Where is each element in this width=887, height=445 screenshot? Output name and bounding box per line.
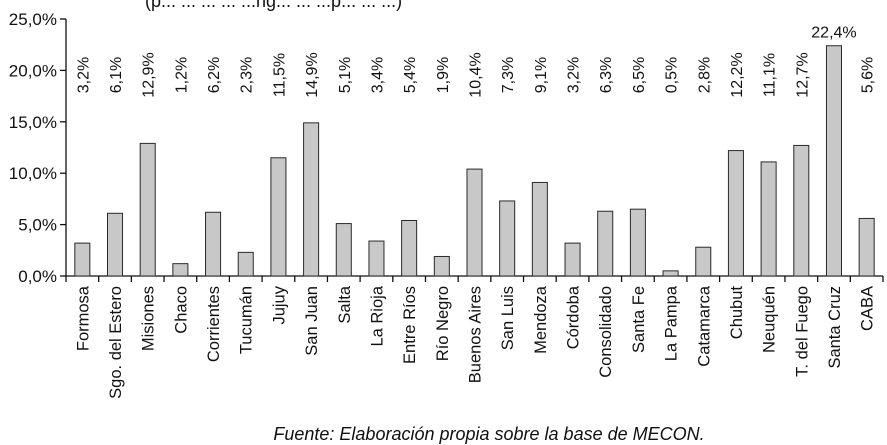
data-label: 5,4% [402,57,419,93]
category-label: Neuquén [761,286,779,353]
data-label: 1,9% [435,57,452,93]
data-label: 3,2% [75,57,92,93]
bar [793,144,810,277]
category-label: Mendoza [532,285,550,354]
bar [466,168,483,277]
bar [368,240,385,277]
y-tick-label: 10,0% [9,164,57,183]
bar [270,157,287,277]
bar [629,208,646,277]
data-label: 6,3% [598,57,615,93]
source-note: Fuente: Elaboración propia sobre la base… [273,424,704,444]
bar [433,255,450,277]
bar [139,142,156,277]
bar [760,161,777,277]
category-label: Formosa [74,285,92,351]
category-label: Entre Ríos [401,286,419,364]
category-label: Córdoba [565,285,583,349]
data-labels: 3,2% 6,1% 12,9% 1,2% 6,2% 2,3% 11,5% 14,9% 5,1% 3… [75,25,876,98]
data-label: 14,9% [304,52,321,97]
chart-subtitle: (p... ... ... ... ...ng... ... ...p... .… [145,0,402,11]
category-label: La Rioja [368,285,386,346]
data-label: 22,4% [811,25,856,42]
y-tick-label: 25,0% [9,10,57,29]
data-label: 3,4% [369,57,386,93]
bar [74,242,91,277]
bar [335,223,352,277]
data-label: 12,7% [794,52,811,97]
bar [662,270,679,277]
bar [172,263,189,277]
category-label: Jujuy [270,285,288,324]
y-tick-label: 5,0% [18,216,57,235]
bar [597,210,614,277]
data-label: 1,2% [173,57,190,93]
category-label: T. del Fuego [793,286,811,377]
data-label: 6,1% [108,57,125,93]
data-label: 12,9% [141,52,158,97]
data-label: 7,3% [500,57,517,93]
data-label: 12,2% [729,52,746,97]
category-label: Consolidado [597,286,615,378]
category-label: Tucumán [238,286,256,354]
bar [825,45,842,277]
bar [303,122,320,277]
bar [531,181,548,277]
data-label: 11,1% [762,53,779,97]
category-label: Salta [336,285,354,323]
data-label: 11,5% [271,53,288,97]
y-tick-label: 15,0% [9,113,57,132]
data-label: 6,5% [631,57,648,93]
data-label: 2,8% [696,57,713,93]
y-axis: 0,0% 5,0% 10,0% 15,0% 20,0% 25,0% [9,10,67,286]
bar [107,212,124,277]
bar [499,200,516,277]
data-label: 0,5% [664,57,681,93]
bar [401,219,418,277]
bar [237,251,254,277]
category-label: Santa Cruz [826,286,844,369]
data-label: 5,6% [860,57,877,93]
category-label: La Pampa [663,285,681,361]
data-label: 2,3% [239,57,256,93]
category-label: Catamarca [695,285,713,367]
category-label: San Juan [303,286,321,356]
category-label: CABA [859,286,877,331]
data-label: 5,1% [337,57,354,93]
category-label: Corrientes [205,286,223,362]
category-label: Sgo. del Estero [107,286,125,399]
y-tick-label: 20,0% [9,61,57,80]
category-label: Río Negro [434,286,452,361]
bar [858,217,875,277]
bar [564,242,581,277]
data-label: 9,1% [533,57,550,93]
category-label: Santa Fe [630,286,648,353]
bar [727,150,744,277]
data-label: 3,2% [566,57,583,93]
data-label: 6,2% [206,57,223,93]
bars [74,45,875,277]
category-label: Buenos Aires [467,286,485,383]
data-label: 10,4% [468,52,485,97]
bar [205,211,222,277]
y-tick-label: 0,0% [18,267,57,286]
category-labels: Formosa Sgo. del Estero Misiones Chaco Corri… [74,285,876,399]
bar [695,246,712,277]
x-axis [65,275,884,282]
category-label: San Luis [499,286,517,350]
category-label: Misiones [140,286,158,351]
category-label: Chaco [172,286,190,334]
category-label: Chubut [728,286,746,340]
